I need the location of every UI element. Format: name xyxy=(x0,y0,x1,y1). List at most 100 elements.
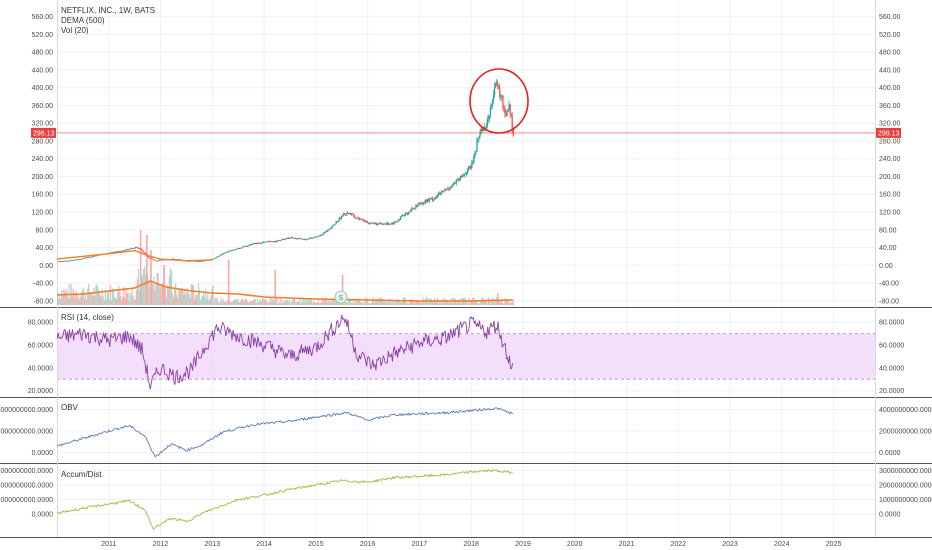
volume-bar xyxy=(258,301,261,305)
volume-bar xyxy=(257,302,260,305)
volume-legend: Vol (20) xyxy=(61,26,89,35)
candle-body xyxy=(162,260,164,261)
dema-line xyxy=(56,249,213,262)
volume-bar xyxy=(360,302,362,305)
candle-body xyxy=(92,256,94,257)
candle-body xyxy=(217,256,219,257)
volume-bar xyxy=(393,302,395,305)
volume-bar xyxy=(254,299,257,305)
candle-body xyxy=(389,223,391,225)
x-tick-label: 2017 xyxy=(412,541,428,548)
candle-body xyxy=(404,212,407,215)
accum-dist-legend: Accum/Dist xyxy=(61,470,102,479)
volume-bar xyxy=(188,294,190,305)
y-tick-label-right: 240.00 xyxy=(879,156,901,163)
y-tick-label-left: 60.0000 xyxy=(28,343,53,350)
volume-bar xyxy=(217,301,219,305)
volume-bar xyxy=(121,299,123,305)
volume-bar xyxy=(449,300,451,305)
candle-body xyxy=(291,237,293,239)
candle-body xyxy=(454,182,456,184)
volume-bar xyxy=(129,292,131,305)
volume-bar xyxy=(357,297,359,305)
volume-bar xyxy=(266,300,268,305)
last-price-tag-left: 298.13 xyxy=(31,127,56,138)
volume-bar xyxy=(109,284,112,305)
volume-bar xyxy=(175,283,177,305)
candle-body xyxy=(91,256,93,258)
volume-bar xyxy=(77,294,80,305)
candle-body xyxy=(429,198,432,200)
candle-body xyxy=(316,235,319,237)
volume-bar xyxy=(233,301,235,305)
y-tick-label-left: 0.0000 xyxy=(32,450,54,457)
candle-body xyxy=(124,250,126,252)
volume-bar xyxy=(81,290,84,305)
volume-bar xyxy=(430,299,433,305)
candle-body xyxy=(263,241,265,243)
volume-bar xyxy=(178,289,180,305)
volume-bar xyxy=(186,287,188,305)
volume-bar xyxy=(438,303,440,305)
candle-body xyxy=(387,222,389,225)
candle-body xyxy=(143,252,146,254)
candle-body xyxy=(158,259,160,261)
volume-bar xyxy=(57,292,59,305)
volume-bar xyxy=(201,295,204,305)
y-tick-label-left: 3000000000.0000 xyxy=(0,468,53,475)
candle-body xyxy=(300,238,302,240)
x-tick-label: 2019 xyxy=(515,541,531,548)
candle-body xyxy=(60,261,62,262)
volume-bar xyxy=(103,300,105,305)
volume-bar xyxy=(330,302,332,305)
volume-bar xyxy=(397,301,399,305)
candle-body xyxy=(172,258,175,260)
volume-bar xyxy=(368,303,370,305)
volume-bar xyxy=(323,300,325,305)
volume-bar xyxy=(161,283,163,305)
volume-bar xyxy=(271,297,273,305)
volume-bar xyxy=(294,297,296,305)
volume-bar xyxy=(253,298,256,305)
candle-body xyxy=(351,213,353,215)
candle-body xyxy=(68,260,70,262)
volume-bar xyxy=(334,299,336,305)
volume-bar xyxy=(128,300,130,305)
panel-layer xyxy=(0,0,932,538)
candle-body xyxy=(131,248,133,249)
volume-bar xyxy=(464,298,467,305)
split-event-marker[interactable]: S xyxy=(334,290,348,304)
volume-bar xyxy=(118,285,120,305)
volume-bar xyxy=(204,297,206,305)
candle-body xyxy=(315,236,318,238)
volume-bar xyxy=(480,301,482,305)
volume-bar xyxy=(62,295,64,305)
volume-bar xyxy=(457,299,460,305)
volume-bar xyxy=(138,290,141,305)
candle-body xyxy=(114,251,117,253)
svg-text:298.13: 298.13 xyxy=(878,130,900,137)
candle-body xyxy=(457,179,460,181)
candle-body xyxy=(498,85,500,88)
volume-bar xyxy=(216,297,218,305)
y-tick-label-left: 80.00 xyxy=(35,227,53,234)
candle-body xyxy=(323,232,325,235)
candle-body xyxy=(113,251,116,253)
candle-body xyxy=(460,175,463,178)
volume-bar xyxy=(343,301,346,305)
volume-bar xyxy=(74,292,76,305)
volume-bar xyxy=(209,299,211,305)
volume-bar xyxy=(149,286,151,305)
x-tick-label: 2025 xyxy=(826,541,842,548)
candle-body xyxy=(153,259,155,261)
y-tick-label-left: -80.00 xyxy=(33,298,53,305)
volume-bar xyxy=(412,299,414,305)
volume-bar xyxy=(447,301,449,305)
volume-bar xyxy=(168,275,171,305)
volume-bar xyxy=(277,303,279,305)
candle-body xyxy=(493,86,496,96)
y-tick-label-right: 0.0000 xyxy=(879,450,901,457)
y-tick-label-left: 400.00 xyxy=(32,85,54,92)
obv-line xyxy=(56,407,513,458)
volume-bar xyxy=(417,300,419,305)
